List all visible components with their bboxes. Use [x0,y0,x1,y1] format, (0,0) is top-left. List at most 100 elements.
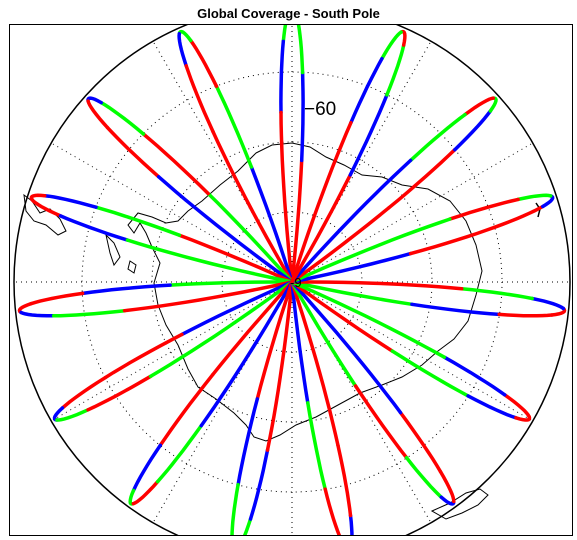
orbit-track-6-segment-5 [155,423,204,484]
parallel-label-60: −60 [304,99,336,120]
orbit-track-9-segment-5 [398,410,443,474]
peninsula-islands [105,233,137,274]
orbit-track-0-segment-2 [296,25,305,75]
orbit-track-4-segment-6 [122,280,294,313]
orbit-track-8-segment-4 [348,513,354,535]
horizon-circle [13,25,571,535]
orbit-track-14-segment-1 [348,93,389,177]
orbit-track-0-segment-5 [279,39,286,115]
orbit-track-4-segment-0 [168,280,294,287]
meridian-line-11 [291,142,534,283]
orbit-track-6-segment-4 [131,479,160,506]
orbit-track-12-segment-6 [290,217,452,284]
orbit-track-10-segment-1 [390,349,470,398]
orbit-track-10-segment-4 [502,393,531,419]
map-frame: −60 -9 [9,24,573,536]
orbit-track-13-segment-0 [290,206,391,284]
orbit-track-1-segment-4 [177,31,188,68]
orbit-track-3-segment-6 [125,238,294,284]
orbit-track-9-segment-2 [404,455,444,499]
south-america-tip [23,193,67,236]
orbit-track-3-segment-0 [177,233,294,284]
orbit-track-8-segment-2 [323,487,342,535]
orbit-track-5-segment-5 [86,374,153,412]
orbit-track-9-segment-6 [290,280,403,415]
orbit-track-14-segment-0 [290,173,353,284]
orbit-track-10-segment-2 [466,394,518,420]
orbit-track-3-segment-2 [42,193,98,209]
orbit-track-12-segment-1 [408,225,497,256]
orbit-track-12-segment-4 [516,193,553,202]
orbit-track-9-segment-4 [438,469,456,504]
orbit-track-4-segment-3 [17,301,33,315]
orbit-track-6-segment-1 [158,372,215,448]
orbit-track-1-segment-1 [214,84,254,169]
orbit-track-13-segment-1 [387,147,457,210]
orbit-track-7-segment-5 [248,448,270,521]
orbit-track-6-segment-6 [199,280,294,428]
orbit-track-6-segment-0 [210,280,294,377]
orbit-track-3-segment-4 [30,197,63,218]
orbit-track-14-segment-6 [290,120,353,284]
orbit-track-11-segment-4 [530,296,566,311]
orbit-track-11-segment-1 [410,302,501,317]
orbit-track-8-segment-1 [306,401,327,491]
orbit-track-1-segment-0 [249,165,294,284]
orbit-track-2-segment-5 [105,125,161,179]
orbit-track-8-segment-5 [336,443,353,518]
polar-map: −60 -9 [13,25,571,535]
orbit-track-10-segment-6 [290,280,447,359]
orbit-track-3-segment-5 [58,214,130,242]
orbit-track-6-segment-2 [131,443,163,493]
orbit-track-2-segment-1 [141,132,210,196]
orbit-track-2-segment-6 [156,175,294,284]
orbit-track-4-segment-5 [51,308,127,318]
orbit-track-14-segment-5 [349,56,384,125]
orbit-track-5-segment-6 [148,280,294,379]
orbit-track-9-segment-0 [290,280,358,388]
orbit-track-2-segment-0 [206,191,294,284]
orbit-track-11-segment-6 [290,280,464,291]
orbit-track-1-segment-5 [184,64,215,134]
orbit-track-13-segment-5 [408,112,467,163]
orbit-track-13-segment-2 [453,109,493,152]
orbit-track-5-segment-4 [55,408,90,422]
orbit-track-12-segment-0 [290,251,413,284]
orbit-track-5-segment-0 [180,280,294,337]
orbit-track-7-segment-1 [236,397,260,487]
orbit-track-0-segment-1 [299,70,305,163]
pole-label: -9 [290,275,302,290]
orbit-track-10-segment-5 [442,355,507,397]
orbit-track-7-segment-6 [265,280,294,452]
orbit-track-0-segment-6 [279,110,294,284]
orbit-track-5-segment-1 [103,332,184,380]
orbit-track-9-segment-1 [353,384,409,460]
meridian-line-7 [50,142,293,283]
orbit-track-7-segment-4 [242,517,253,535]
orbit-track-11-segment-2 [497,312,554,318]
orbit-track-4-segment-2 [29,291,85,306]
orbit-track-0-segment-0 [290,158,304,284]
orbit-track-8-segment-0 [290,280,310,405]
map-title: Global Coverage - South Pole [197,6,380,21]
orbit-track-10-segment-3 [514,414,532,422]
orbit-track-10-segment-0 [290,280,395,353]
orbit-track-2-segment-4 [86,99,110,130]
orbit-track-11-segment-0 [290,280,414,307]
orbit-track-12-segment-5 [448,197,520,221]
orbit-track-13-segment-6 [290,158,413,284]
orbit-track-4-segment-1 [80,283,172,296]
orbit-track-13-segment-4 [463,96,496,117]
orbit-track-1-segment-6 [211,129,294,284]
orbit-tracks [17,25,567,535]
orbit-track-2-segment-2 [99,100,146,136]
orbit-track-3-segment-1 [94,205,182,237]
orbit-track-14-segment-4 [380,30,403,61]
orbit-track-7-segment-2 [230,482,240,535]
orbit-track-14-segment-2 [385,43,406,97]
orbit-track-7-segment-0 [255,280,294,401]
orbit-track-11-segment-5 [459,287,534,301]
orbit-track-5-segment-2 [60,375,108,410]
orbit-track-4-segment-4 [19,310,56,318]
orbit-track-8-segment-6 [290,280,340,448]
